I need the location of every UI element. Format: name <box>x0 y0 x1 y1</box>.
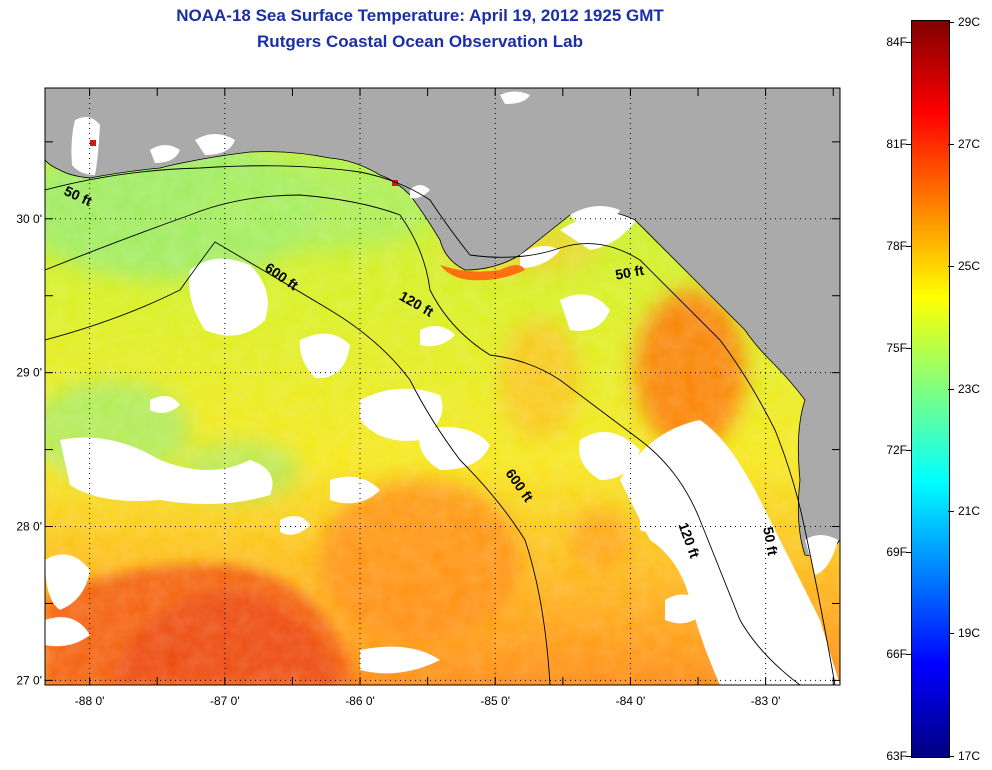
warm-nearshore <box>440 265 525 281</box>
colorbar-c-label: 21C <box>958 504 981 518</box>
x-tick-label: -84 0' <box>616 694 646 708</box>
colorbar-f-label: 72F <box>886 443 907 457</box>
colorbar-f-label: 63F <box>886 749 907 763</box>
x-tick-label: -87 0' <box>210 694 240 708</box>
colorbar-tick <box>906 756 912 757</box>
axis-ticks: -88 0' -87 0' -86 0' -85 0' -84 0' -83 0' 30 0… <box>16 88 840 708</box>
contour-120ft <box>45 194 801 685</box>
colorbar-tick <box>906 654 912 655</box>
x-tick-label: -88 0' <box>75 694 105 708</box>
colorbar-f-label: 75F <box>886 341 907 355</box>
coastal-bays <box>71 91 838 575</box>
colorbar-tick <box>906 348 912 349</box>
colorbar-f-label: 84F <box>886 35 907 49</box>
colorbar-tick <box>948 389 954 390</box>
hot-pixel <box>392 180 398 186</box>
y-tick-label: 29 0' <box>16 366 42 380</box>
colorbar-c-label: 29C <box>958 15 981 29</box>
colorbar-tick <box>948 511 954 512</box>
x-tick-label: -85 0' <box>480 694 510 708</box>
colorbar-f-label: 81F <box>886 137 907 151</box>
colorbar-f-label: 78F <box>886 239 907 253</box>
colorbar-tick <box>906 42 912 43</box>
colorbar-tick <box>948 756 954 757</box>
colorbar-tick <box>948 266 954 267</box>
y-tick-label: 28 0' <box>16 520 42 534</box>
contour-50ft <box>45 165 836 685</box>
y-tick-label: 30 0' <box>16 212 42 226</box>
colorbar-f-label: 69F <box>886 545 907 559</box>
colorbar-tick <box>906 450 912 451</box>
colorbar-c-label: 19C <box>958 626 981 640</box>
colorbar-tick <box>948 144 954 145</box>
colorbar-tick <box>948 633 954 634</box>
temperature-colorbar: 84F 81F 78F 75F 72F 69F 66F 63F 29C 27C 25C 23C 21C… <box>860 0 992 770</box>
colorbar-tick <box>948 22 954 23</box>
depth-contours <box>45 165 836 685</box>
colorbar-c-label: 25C <box>958 259 981 273</box>
x-tick-label: -83 0' <box>751 694 781 708</box>
colorbar-c-label: 23C <box>958 382 981 396</box>
colorbar-gradient <box>911 20 950 758</box>
plot-frame <box>44 87 841 686</box>
contour-label: 50 ft <box>614 262 645 283</box>
sst-map: -88 0' -87 0' -86 0' -85 0' -84 0' -83 0' 30 0… <box>16 87 841 708</box>
colorbar-tick <box>906 246 912 247</box>
y-tick-label: 27 0' <box>16 673 42 687</box>
colorbar-f-label: 66F <box>886 647 907 661</box>
map-subtitle: Rutgers Coastal Ocean Observation Lab <box>257 32 583 51</box>
colorbar-tick <box>906 552 912 553</box>
hot-pixel <box>90 140 96 146</box>
map-title: NOAA-18 Sea Surface Temperature: April 1… <box>176 6 664 25</box>
contour-label: 50 ft <box>760 525 781 556</box>
colorbar-tick <box>906 144 912 145</box>
contour-600ft <box>45 241 551 685</box>
x-tick-label: -86 0' <box>345 694 375 708</box>
colorbar-c-label: 27C <box>958 137 981 151</box>
land-mass <box>45 88 840 557</box>
colorbar-c-label: 17C <box>958 749 981 763</box>
